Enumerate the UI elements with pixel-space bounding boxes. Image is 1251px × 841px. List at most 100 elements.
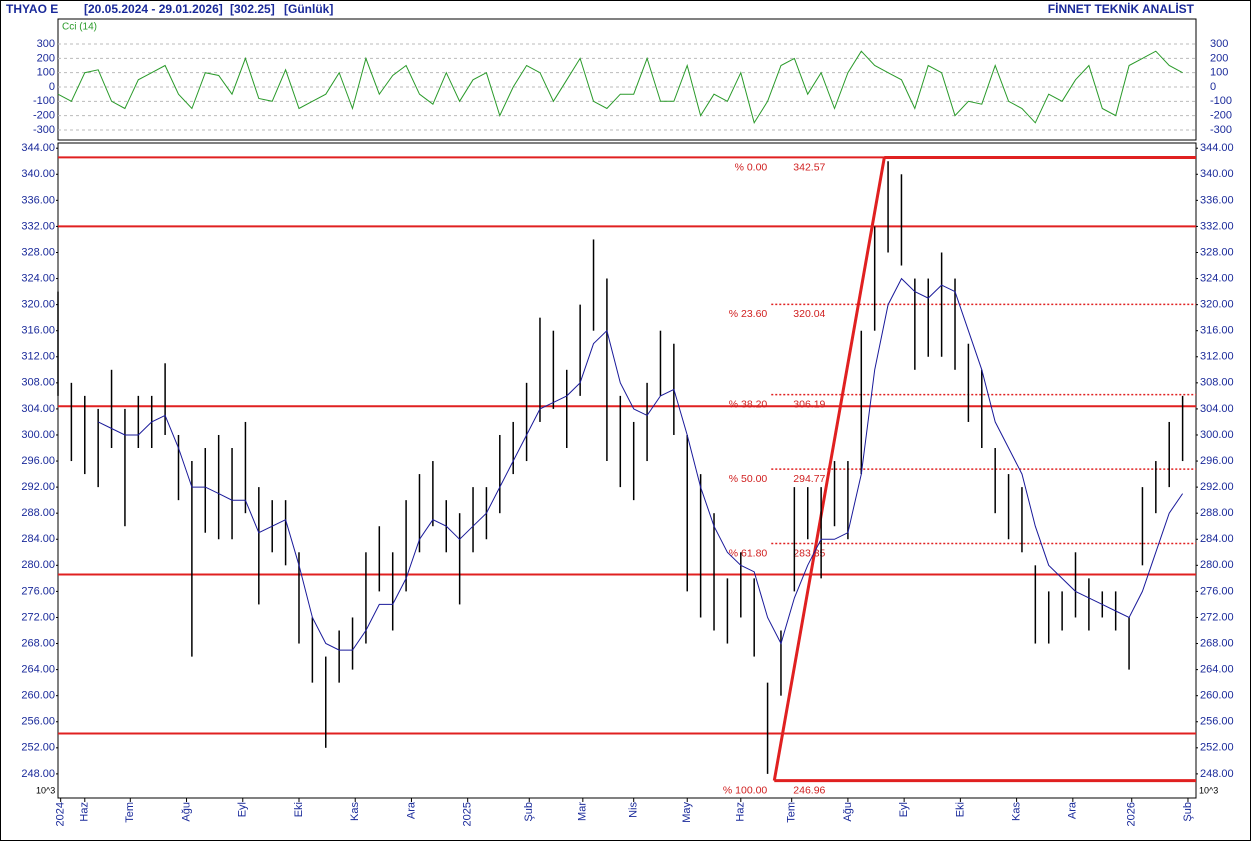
x-tick-label: 2026 bbox=[1126, 802, 1138, 826]
cci-tick-label: -100 bbox=[1210, 95, 1232, 107]
y-tick-label: 300.00 bbox=[21, 429, 55, 441]
x-tick-label: Mar bbox=[577, 802, 589, 821]
x-tick-label: Şub bbox=[1182, 802, 1194, 822]
cci-tick-label: 0 bbox=[1210, 81, 1216, 93]
cci-tick-label: -300 bbox=[1210, 124, 1232, 136]
date-range: [20.05.2024 - 29.01.2026] bbox=[84, 2, 223, 16]
fib-percent: % 23.60 bbox=[729, 308, 768, 320]
brand: FİNNET TEKNİK ANALİST bbox=[1048, 1, 1195, 16]
y-tick-label: 296.00 bbox=[1200, 455, 1234, 467]
y-tick-label: 248.00 bbox=[21, 768, 55, 780]
fib-percent: % 0.00 bbox=[735, 161, 768, 173]
y-tick-label: 328.00 bbox=[1200, 246, 1234, 258]
x-tick-label: Ara bbox=[1067, 801, 1079, 819]
y-tick-label: 324.00 bbox=[21, 272, 55, 284]
y-tick-label: 304.00 bbox=[21, 403, 55, 415]
y-tick-label: 316.00 bbox=[21, 325, 55, 337]
x-tick-label: Haz bbox=[79, 802, 91, 822]
y-tick-label: 288.00 bbox=[1200, 507, 1234, 519]
x-tick-label: Ağu bbox=[842, 802, 854, 822]
x-tick-label: Nis bbox=[628, 802, 640, 818]
cci-tick-label: 300 bbox=[37, 38, 55, 50]
cci-tick-label: -100 bbox=[33, 95, 55, 107]
cci-tick-label: 0 bbox=[49, 81, 55, 93]
y-tick-label: 268.00 bbox=[1200, 637, 1234, 649]
last-price: [302.25] bbox=[230, 2, 275, 16]
cci-tick-label: -200 bbox=[1210, 110, 1232, 122]
y-tick-label: 276.00 bbox=[21, 585, 55, 597]
y-tick-label: 276.00 bbox=[1200, 585, 1234, 597]
y-tick-label: 296.00 bbox=[21, 455, 55, 467]
y-tick-label: 292.00 bbox=[21, 481, 55, 493]
cci-title: Cci (14) bbox=[62, 22, 97, 33]
y-tick-label: 332.00 bbox=[1200, 220, 1234, 232]
fib-price: 283.35 bbox=[793, 547, 825, 559]
y-tick-label: 340.00 bbox=[21, 168, 55, 180]
x-tick-label: Ağu bbox=[180, 802, 192, 822]
y-tick-label: 264.00 bbox=[1200, 664, 1234, 676]
x-tick-label: Ara bbox=[405, 801, 417, 819]
y-tick-label: 336.00 bbox=[1200, 194, 1234, 206]
cci-tick-label: 300 bbox=[1210, 38, 1228, 50]
cci-line bbox=[57, 50, 1183, 125]
symbol: THYAO E bbox=[6, 2, 58, 16]
x-tick-label: Eyl bbox=[237, 802, 249, 817]
fib-percent: % 61.80 bbox=[729, 547, 768, 559]
y-tick-label: 292.00 bbox=[1200, 481, 1234, 493]
cci-tick-label: -300 bbox=[33, 124, 55, 136]
y-tick-label: 320.00 bbox=[21, 299, 55, 311]
y-tick-label: 340.00 bbox=[1200, 168, 1234, 180]
fib-percent: % 38.20 bbox=[729, 398, 768, 410]
y-tick-label: 260.00 bbox=[1200, 690, 1234, 702]
x-tick-label: 2024 bbox=[55, 802, 67, 826]
y-tick-label: 260.00 bbox=[21, 690, 55, 702]
y-tick-label: 344.00 bbox=[1200, 142, 1234, 154]
y-tick-label: 316.00 bbox=[1200, 325, 1234, 337]
y-tick-label: 284.00 bbox=[1200, 533, 1234, 545]
y-tick-label: 336.00 bbox=[21, 194, 55, 206]
y-tick-label: 248.00 bbox=[1200, 768, 1234, 780]
y-tick-label: 280.00 bbox=[21, 559, 55, 571]
y-tick-label: 308.00 bbox=[1200, 377, 1234, 389]
y-tick-label: 308.00 bbox=[21, 377, 55, 389]
cci-tick-label: 100 bbox=[1210, 67, 1228, 79]
x-tick-label: May bbox=[681, 802, 693, 823]
fib-price: 342.57 bbox=[793, 161, 825, 173]
cci-tick-label: 200 bbox=[1210, 52, 1228, 64]
x-tick-label: Eki bbox=[293, 802, 305, 817]
cci-tick-label: 100 bbox=[37, 67, 55, 79]
cci-tick-label: 200 bbox=[37, 52, 55, 64]
y-tick-label: 280.00 bbox=[1200, 559, 1234, 571]
y-tick-label: 312.00 bbox=[21, 351, 55, 363]
x-tick-label: Haz bbox=[735, 802, 747, 822]
x-tick-label: 2025 bbox=[462, 802, 474, 826]
moving-average bbox=[97, 277, 1184, 651]
fib-percent: % 100.00 bbox=[723, 784, 768, 796]
fib-price: 320.04 bbox=[793, 308, 825, 320]
y-tick-label: 256.00 bbox=[1200, 716, 1234, 728]
y-tick-label: 328.00 bbox=[21, 246, 55, 258]
x-tick-label: Kas bbox=[349, 802, 361, 821]
fib-percent: % 50.00 bbox=[729, 473, 768, 485]
y-tick-label: 252.00 bbox=[1200, 742, 1234, 754]
fib-price: 246.96 bbox=[793, 784, 825, 796]
fib-price: 306.19 bbox=[793, 398, 825, 410]
y-tick-label: 344.00 bbox=[21, 142, 55, 154]
y-tick-label: 300.00 bbox=[1200, 429, 1234, 441]
unit-note: 10^3 bbox=[1199, 785, 1218, 795]
y-tick-label: 324.00 bbox=[1200, 272, 1234, 284]
fib-price: 294.77 bbox=[793, 473, 825, 485]
y-tick-label: 264.00 bbox=[21, 664, 55, 676]
y-tick-label: 288.00 bbox=[21, 507, 55, 519]
x-tick-label: Eyl bbox=[898, 802, 910, 817]
x-tick-label: Tem bbox=[124, 802, 136, 823]
x-tick-label: Şub bbox=[523, 802, 535, 822]
x-tick-label: Kas bbox=[1011, 802, 1023, 821]
unit-note: 10^3 bbox=[36, 785, 55, 795]
fib-trend bbox=[772, 157, 886, 781]
y-tick-label: 320.00 bbox=[1200, 299, 1234, 311]
x-tick-label: Eki bbox=[954, 802, 966, 817]
y-tick-label: 268.00 bbox=[21, 637, 55, 649]
y-tick-label: 312.00 bbox=[1200, 351, 1234, 363]
